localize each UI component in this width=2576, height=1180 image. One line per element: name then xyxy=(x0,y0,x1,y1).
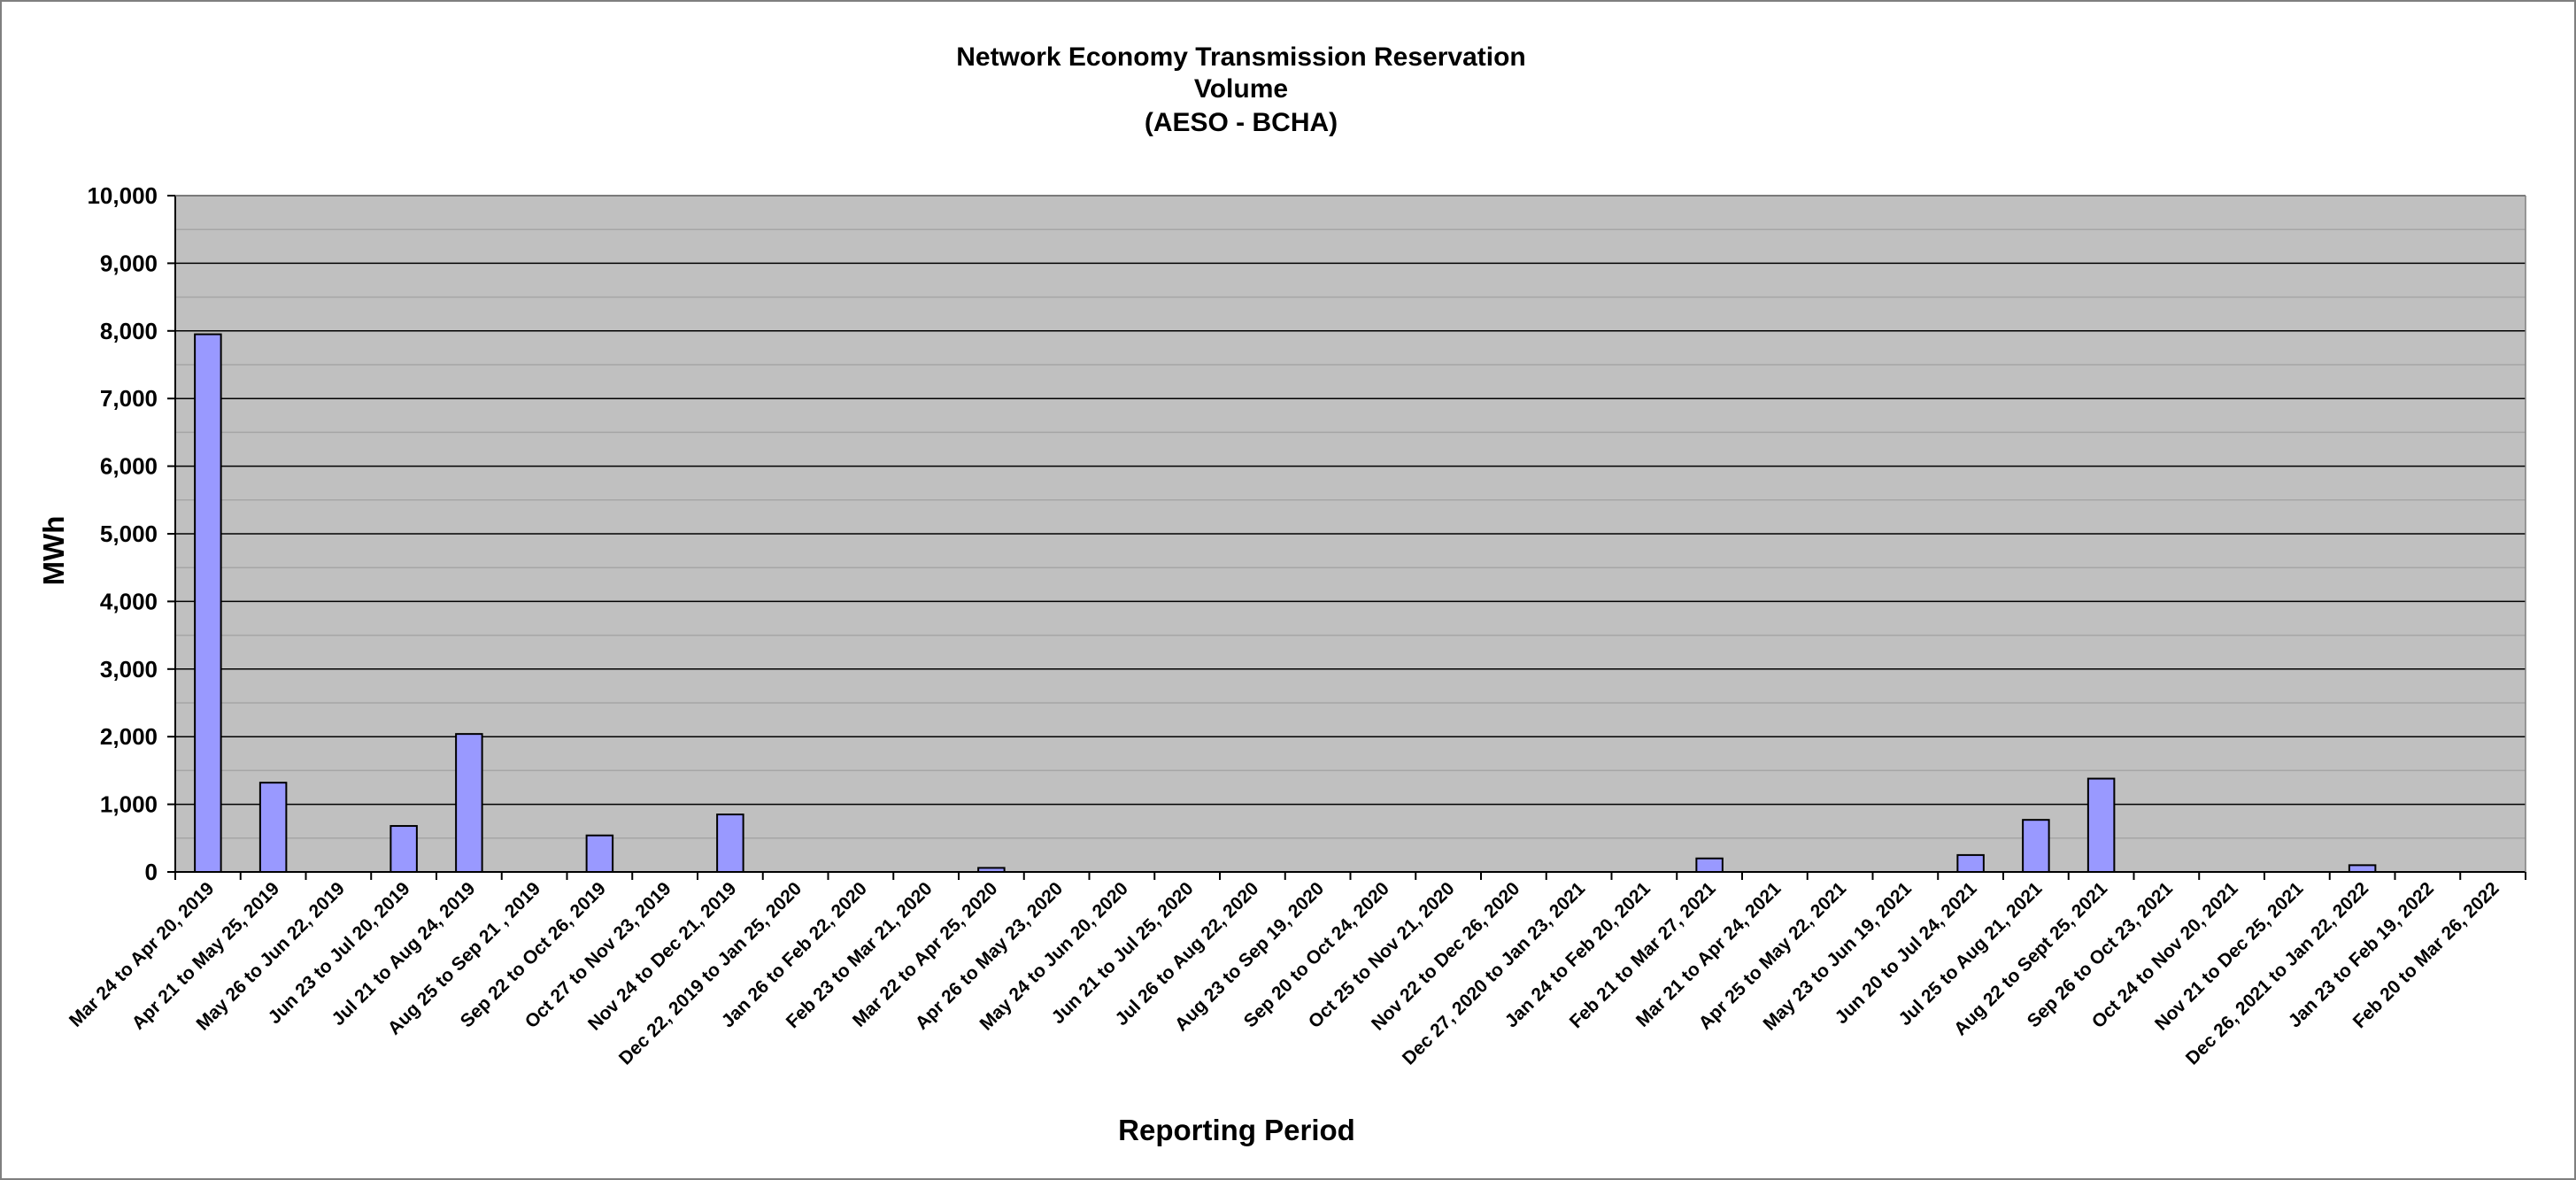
chart-title-line: (AESO - BCHA) xyxy=(1145,108,1338,137)
y-tick-label: 9,000 xyxy=(100,250,158,276)
y-tick-label: 5,000 xyxy=(100,521,158,547)
y-tick-label: 2,000 xyxy=(100,723,158,750)
bar xyxy=(585,834,614,874)
y-tick-label: 6,000 xyxy=(100,453,158,480)
bar xyxy=(194,333,222,873)
axes xyxy=(167,195,2526,880)
y-tick-label: 10,000 xyxy=(87,182,158,209)
y-tick-label: 0 xyxy=(145,859,158,885)
chart-title: Network Economy Transmission Reservation… xyxy=(956,42,1526,137)
bars xyxy=(194,333,2377,874)
y-tick-label: 4,000 xyxy=(100,588,158,614)
bar xyxy=(455,733,483,873)
bar xyxy=(2348,864,2377,873)
bar xyxy=(1956,853,1985,874)
chart-title-line: Volume xyxy=(1194,74,1288,104)
y-axis-label: MWh xyxy=(37,516,70,586)
bar xyxy=(1695,857,1724,873)
x-axis-label: Reporting Period xyxy=(1118,1114,1355,1146)
y-tick-label: 7,000 xyxy=(100,385,158,412)
y-tick-label: 1,000 xyxy=(100,791,158,818)
y-tick-label: 8,000 xyxy=(100,318,158,344)
y-tick-label: 3,000 xyxy=(100,656,158,683)
bar xyxy=(389,825,418,873)
bar xyxy=(2022,819,2050,873)
chart-title-line: Network Economy Transmission Reservation xyxy=(956,42,1526,72)
y-tick-labels: 0 1,000 2,000 3,000 4,000 5,000 6,000 7,000 8,00… xyxy=(87,182,158,885)
bar xyxy=(716,814,744,873)
bar xyxy=(2086,777,2116,873)
bar xyxy=(258,782,288,873)
